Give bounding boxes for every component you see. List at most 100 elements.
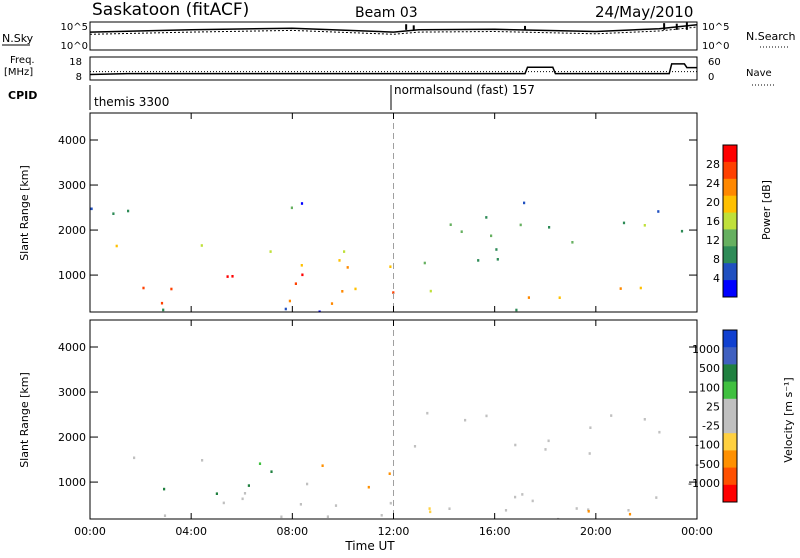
y-tick-label: 3000 — [58, 179, 86, 192]
nave-label: Nave — [746, 68, 772, 79]
colorbar-tick-label: 100 — [699, 381, 720, 394]
colorbar-swatch — [723, 433, 737, 451]
velocity-cell — [588, 452, 591, 455]
y-tick-label: 4000 — [58, 134, 86, 147]
power-cell — [288, 299, 291, 303]
velocity-cell — [258, 462, 262, 465]
velocity-cell — [587, 508, 590, 511]
power-cell — [477, 259, 480, 262]
power-cell — [496, 258, 499, 261]
power-cell — [346, 266, 349, 269]
power-cell — [680, 229, 684, 233]
colorbar-swatch — [723, 347, 737, 365]
colorbar-tick-label: 12 — [706, 234, 720, 247]
velocity-cell — [589, 426, 592, 429]
nave-tick-bottom: 0 — [708, 72, 714, 83]
cpid-label: CPID — [8, 89, 37, 102]
power-cell — [269, 250, 272, 253]
y-tick-label: 3000 — [58, 386, 86, 399]
power-cell — [290, 206, 293, 210]
velocity-cell — [389, 501, 392, 505]
power-cell — [485, 216, 488, 219]
y-tick-label: 1000 — [58, 476, 86, 489]
velocity-cell — [627, 509, 630, 512]
power-cell — [226, 275, 229, 278]
velocity-cell — [643, 418, 646, 421]
y-tick-label: 1000 — [58, 269, 86, 282]
freq-tick-top: 18 — [69, 57, 82, 68]
power-cell — [495, 248, 498, 251]
colorbar-swatch — [723, 416, 737, 434]
power-cell — [449, 223, 452, 226]
velocity-cell — [367, 485, 370, 489]
sky-panel-frame — [89, 21, 698, 51]
power-cell — [115, 244, 118, 248]
colorbar-frame — [722, 144, 738, 298]
freq-series — [89, 63, 697, 76]
power-cell — [90, 207, 93, 211]
colorbar-swatch — [723, 364, 737, 383]
freq-unit-label: [MHz] — [4, 67, 33, 78]
colorbar-tick-label: 500 — [699, 362, 720, 375]
cpid-mode-2: normalsound (fast) 157 — [394, 83, 535, 97]
colorbar-swatch — [723, 195, 737, 214]
power-cell — [330, 302, 334, 305]
station-title: Saskatoon (fitACF) — [92, 0, 249, 20]
time-axis: 00:00 04:00 08:00 12:00 16:00 20:00 00:00 — [74, 113, 713, 538]
power-cell — [639, 286, 642, 290]
colorbar-tick-label: -1000 — [688, 477, 720, 490]
velocity-cell — [428, 507, 431, 510]
velocity-cell — [485, 414, 488, 418]
colorbar-swatch — [723, 178, 737, 197]
colorbar-swatch — [723, 246, 737, 264]
velocity-cell — [547, 439, 550, 443]
power-cell — [300, 202, 304, 205]
velocity-cell — [163, 487, 166, 491]
power-cell — [162, 308, 165, 312]
beam-label: Beam 03 — [355, 5, 418, 21]
velocity-cell — [133, 456, 136, 460]
velocity-cell — [243, 492, 247, 495]
power-cell — [527, 296, 530, 299]
sky-right-tick-bottom: 10^0 — [702, 41, 729, 52]
velocity-y-axis: 1000 2000 3000 4000 — [58, 341, 697, 489]
power-y-label: Slant Range [km] — [18, 165, 31, 261]
y-tick-label: 4000 — [58, 341, 86, 354]
power-colorbar-label: Power [dB] — [760, 180, 773, 240]
x-tick-label: 00:00 — [681, 525, 713, 538]
power-cell — [423, 261, 426, 265]
velocity-cell — [222, 501, 225, 505]
velocity-panel: 1000 2000 3000 4000 Slant Range [km] 1000 50… — [18, 319, 795, 520]
velocity-cell — [334, 504, 338, 507]
power-cell — [523, 201, 526, 205]
colorbar-tick-label: -25 — [702, 420, 720, 433]
power-cell — [338, 259, 341, 262]
velocity-cell — [299, 503, 302, 506]
power-cell — [301, 273, 304, 277]
n-search-label: N.Search — [746, 30, 796, 43]
colorbar-tick-label: 25 — [706, 400, 720, 413]
velocity-cell — [247, 484, 250, 487]
velocity-cell — [201, 459, 204, 462]
velocity-cell — [413, 445, 417, 448]
n-sky-series — [89, 24, 698, 33]
colorbar-tick-label: 20 — [706, 196, 720, 209]
x-tick-label: 20:00 — [580, 525, 612, 538]
power-cell — [571, 241, 574, 244]
power-cell — [200, 244, 203, 247]
velocity-cell — [321, 464, 324, 467]
power-cell — [318, 310, 321, 312]
power-heatmap — [90, 201, 684, 312]
cpid-row: CPID themis 3300 normalsound (fast) 157 — [8, 83, 535, 110]
colorbar-tick-label: -500 — [695, 458, 720, 471]
colorbar-swatch — [723, 467, 737, 486]
velocity-y-label: Slant Range [km] — [18, 372, 31, 468]
cpid-mode-1: themis 3300 — [94, 95, 169, 109]
power-cell — [619, 287, 622, 290]
power-panel-frame — [89, 112, 698, 313]
power-cell — [657, 210, 660, 213]
colorbar-swatch — [723, 161, 737, 180]
velocity-cell — [326, 515, 329, 518]
power-cell — [160, 301, 164, 305]
